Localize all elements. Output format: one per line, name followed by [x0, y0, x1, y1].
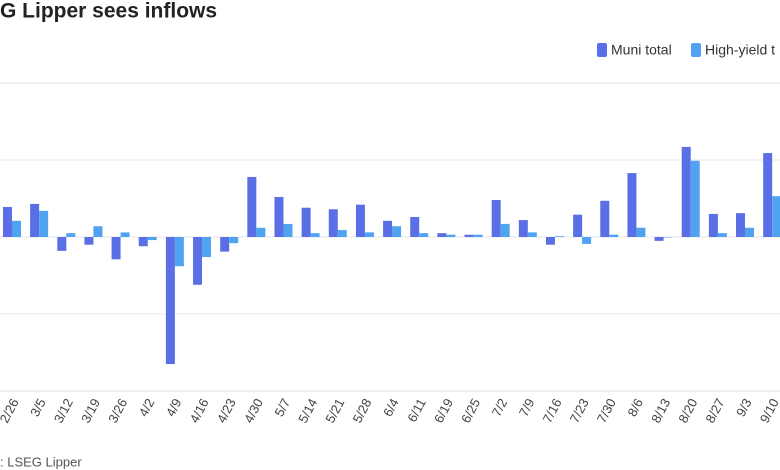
bar [573, 214, 583, 237]
bar [383, 220, 393, 237]
bar [193, 237, 203, 285]
bar [174, 237, 184, 267]
x-tick-label: 3/26 [105, 396, 130, 425]
legend-label: High-yield t [705, 42, 775, 58]
bar [165, 237, 175, 365]
bar [138, 237, 148, 247]
x-tick-label: 4/30 [241, 396, 266, 425]
bar [545, 237, 555, 245]
chart-title: G Lipper sees inflows [0, 0, 217, 23]
bar [30, 203, 40, 237]
x-tick-label: 7/16 [540, 396, 565, 425]
bar [708, 213, 718, 237]
bar [663, 237, 673, 238]
bar [328, 209, 338, 237]
bar [120, 232, 130, 237]
bar [301, 207, 311, 237]
bar [283, 223, 293, 237]
source-note: : LSEG Lipper [0, 454, 82, 469]
bar [364, 232, 374, 237]
bar [654, 237, 664, 241]
x-tick-label: 5/7 [271, 396, 293, 419]
x-tick-label: 7/2 [489, 396, 511, 419]
bar [437, 233, 447, 237]
x-tick-label: 9/3 [733, 396, 755, 419]
bar [310, 233, 320, 237]
bar [84, 237, 94, 245]
bar [473, 234, 483, 237]
bar [220, 237, 230, 252]
x-tick-label: 3/5 [27, 396, 49, 419]
legend-swatch [597, 43, 607, 57]
bar [229, 237, 239, 244]
bar [202, 237, 212, 258]
bar [763, 153, 773, 237]
legend-label: Muni total [611, 42, 672, 58]
x-tick-label: 2/26 [0, 396, 22, 425]
bar [554, 236, 564, 237]
bar [274, 196, 284, 237]
bar [355, 204, 365, 237]
bar [66, 233, 76, 237]
x-tick-label: 7/23 [567, 396, 592, 425]
x-tick-label: 8/27 [702, 396, 727, 425]
bar [681, 146, 691, 237]
bar [527, 232, 537, 237]
x-tick-label: 6/25 [458, 396, 483, 425]
bar [600, 200, 610, 237]
bar [627, 173, 637, 237]
bar [772, 196, 780, 237]
x-tick-label: 4/23 [214, 396, 239, 425]
bar [93, 226, 103, 237]
bar [636, 227, 646, 237]
x-tick-label: 6/4 [380, 396, 402, 419]
bar [39, 210, 49, 237]
bar [745, 227, 755, 237]
bar [111, 237, 121, 260]
x-tick-label: 7/9 [516, 396, 538, 419]
x-tick-label: 9/10 [757, 396, 780, 425]
bar [717, 233, 727, 237]
x-tick-label: 6/19 [431, 396, 456, 425]
bar [464, 234, 474, 237]
x-tick-label: 3/12 [51, 396, 76, 425]
bar [690, 160, 700, 237]
bar [419, 233, 429, 237]
bar [2, 206, 12, 237]
x-tick-label: 4/9 [163, 396, 185, 419]
x-tick-label: 5/21 [322, 396, 347, 425]
legend-swatch [691, 43, 701, 57]
bar [410, 216, 420, 237]
x-tick-label: 8/6 [624, 396, 646, 419]
x-tick-label: 3/19 [78, 396, 103, 425]
bar [582, 237, 592, 244]
bar [256, 227, 266, 237]
bar [609, 234, 619, 237]
bar [446, 234, 456, 237]
bar [11, 220, 21, 237]
bar [247, 176, 257, 237]
x-tick-label: 5/14 [295, 396, 320, 425]
bar [500, 223, 510, 237]
bar [337, 230, 347, 237]
x-tick-label: 6/11 [404, 396, 429, 425]
bar [392, 226, 402, 237]
x-tick-label: 4/2 [136, 396, 158, 419]
bar [518, 220, 528, 237]
x-tick-label: 5/28 [349, 396, 374, 425]
x-tick-label: 8/13 [648, 396, 673, 425]
bar [736, 213, 746, 237]
x-tick-label: 4/16 [187, 396, 212, 425]
x-tick-label: 7/30 [594, 396, 619, 425]
bar [147, 237, 157, 241]
bar [57, 237, 67, 251]
bar [491, 200, 501, 237]
x-tick-label: 8/20 [675, 396, 700, 425]
